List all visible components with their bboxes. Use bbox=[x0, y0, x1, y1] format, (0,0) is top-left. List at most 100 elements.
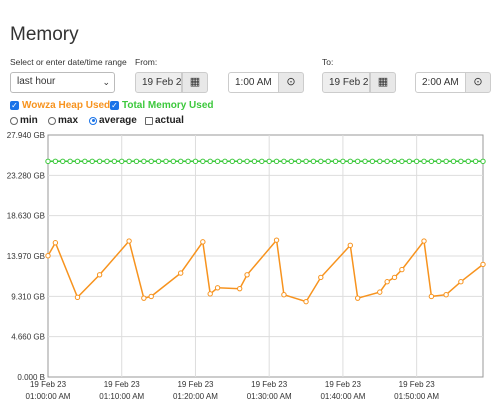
x-tick-label: 01:30:00 AM bbox=[247, 392, 292, 401]
checkbox-unchecked-icon[interactable] bbox=[145, 116, 153, 125]
stat-option-actual[interactable]: actual bbox=[145, 115, 184, 126]
stat-option-average-label: average bbox=[99, 115, 137, 126]
to-label: To: bbox=[322, 57, 334, 67]
data-point-total-memory-used bbox=[303, 158, 309, 165]
data-point-wowza-heap-used bbox=[214, 285, 221, 291]
radio-icon[interactable] bbox=[48, 116, 56, 125]
x-tick-label: 01:00:00 AM bbox=[26, 392, 71, 401]
data-point-wowza-heap-used bbox=[303, 298, 309, 305]
data-point-total-memory-used bbox=[310, 158, 317, 165]
data-point-wowza-heap-used bbox=[281, 292, 287, 298]
x-tick-label: 19 Feb 23 bbox=[104, 380, 141, 389]
data-point-total-memory-used bbox=[318, 158, 324, 165]
data-point-wowza-heap-used bbox=[318, 274, 324, 281]
radio-selected-icon[interactable] bbox=[89, 116, 97, 125]
data-point-total-memory-used bbox=[148, 158, 154, 165]
stat-option-average[interactable]: average bbox=[89, 115, 137, 126]
x-tick-label: 19 Feb 23 bbox=[251, 380, 288, 389]
data-point-total-memory-used bbox=[458, 158, 464, 165]
data-point-total-memory-used bbox=[354, 158, 361, 165]
checkbox-checked-icon[interactable]: ✓ bbox=[10, 101, 19, 110]
clock-icon: ⊙ bbox=[473, 76, 483, 88]
data-point-wowza-heap-used bbox=[428, 293, 435, 300]
from-calendar-button[interactable]: ▦ bbox=[182, 72, 208, 93]
data-point-total-memory-used bbox=[362, 158, 368, 165]
data-point-total-memory-used bbox=[155, 158, 162, 165]
data-point-total-memory-used bbox=[436, 158, 442, 165]
data-point-total-memory-used bbox=[185, 158, 191, 165]
data-point-total-memory-used bbox=[480, 158, 486, 165]
y-tick-label: 4.660 GB bbox=[11, 333, 45, 342]
data-point-total-memory-used bbox=[96, 158, 103, 165]
data-point-total-memory-used bbox=[178, 158, 184, 165]
to-clock-button[interactable]: ⊙ bbox=[465, 72, 491, 93]
data-point-wowza-heap-used bbox=[421, 238, 427, 244]
toggle-total-memory-label: Total Memory Used bbox=[122, 100, 214, 111]
y-tick-label: 18.630 GB bbox=[7, 212, 45, 221]
data-point-total-memory-used bbox=[288, 158, 295, 165]
data-point-total-memory-used bbox=[413, 158, 420, 165]
x-tick-label: 19 Feb 23 bbox=[325, 380, 362, 389]
toggle-total-memory[interactable]: ✓ Total Memory Used bbox=[110, 100, 214, 111]
calendar-icon: ▦ bbox=[189, 76, 201, 88]
from-date-input[interactable]: 19 Feb 2 bbox=[135, 72, 182, 93]
data-point-total-memory-used bbox=[281, 158, 287, 165]
data-point-total-memory-used bbox=[236, 158, 243, 165]
data-point-total-memory-used bbox=[266, 158, 272, 165]
data-point-total-memory-used bbox=[126, 158, 132, 165]
data-point-wowza-heap-used bbox=[45, 253, 51, 259]
clock-icon: ⊙ bbox=[286, 76, 296, 88]
stat-option-actual-label: actual bbox=[155, 115, 184, 126]
range-select[interactable]: last hour ⌄ bbox=[10, 72, 115, 93]
toggle-wowza-heap[interactable]: ✓ Wowza Heap Used bbox=[10, 100, 110, 111]
data-point-wowza-heap-used bbox=[178, 270, 184, 276]
x-tick-label: 01:20:00 AM bbox=[173, 392, 218, 401]
x-tick-label: 19 Feb 23 bbox=[399, 380, 436, 389]
stat-option-max[interactable]: max bbox=[48, 115, 78, 126]
data-point-total-memory-used bbox=[45, 158, 51, 165]
data-point-total-memory-used bbox=[82, 158, 88, 165]
x-tick-label: 01:40:00 AM bbox=[320, 392, 365, 401]
y-tick-label: 23.280 GB bbox=[7, 171, 45, 180]
y-tick-label: 13.970 GB bbox=[7, 252, 45, 261]
checkbox-checked-icon[interactable]: ✓ bbox=[110, 101, 119, 110]
data-point-wowza-heap-used bbox=[148, 293, 154, 300]
radio-icon[interactable] bbox=[10, 116, 18, 125]
toggle-wowza-heap-label: Wowza Heap Used bbox=[22, 100, 111, 111]
data-point-total-memory-used bbox=[325, 158, 331, 165]
data-point-wowza-heap-used bbox=[141, 295, 147, 301]
data-point-wowza-heap-used bbox=[207, 291, 213, 297]
y-tick-label: 0.000 B bbox=[17, 373, 45, 382]
data-point-total-memory-used bbox=[391, 158, 398, 165]
x-tick-label: 19 Feb 23 bbox=[30, 380, 67, 389]
data-point-total-memory-used bbox=[67, 158, 73, 165]
data-point-wowza-heap-used bbox=[244, 272, 250, 278]
stat-option-min[interactable]: min bbox=[10, 115, 38, 126]
from-clock-button[interactable]: ⊙ bbox=[278, 72, 304, 93]
data-point-wowza-heap-used bbox=[391, 274, 398, 281]
data-point-total-memory-used bbox=[89, 158, 95, 165]
data-point-total-memory-used bbox=[428, 158, 435, 165]
data-point-total-memory-used bbox=[347, 158, 353, 165]
data-point-total-memory-used bbox=[295, 158, 302, 165]
stat-option-max-label: max bbox=[58, 115, 79, 126]
data-point-total-memory-used bbox=[104, 158, 110, 165]
series-line-wowza-heap-used bbox=[47, 238, 484, 303]
data-point-total-memory-used bbox=[443, 158, 449, 165]
data-point-total-memory-used bbox=[229, 158, 236, 165]
data-point-wowza-heap-used bbox=[480, 261, 486, 268]
range-label: Select or enter date/time range bbox=[10, 57, 127, 67]
y-tick-label: 9.310 GB bbox=[11, 292, 45, 301]
data-point-wowza-heap-used bbox=[52, 240, 59, 246]
data-point-total-memory-used bbox=[111, 158, 118, 165]
to-calendar-button[interactable]: ▦ bbox=[370, 72, 396, 93]
data-point-wowza-heap-used bbox=[74, 294, 81, 301]
to-date-input[interactable]: 19 Feb 2 bbox=[322, 72, 370, 93]
from-label: From: bbox=[135, 57, 158, 67]
data-point-total-memory-used bbox=[472, 158, 479, 165]
chevron-down-icon: ⌄ bbox=[102, 77, 110, 87]
data-point-total-memory-used bbox=[60, 158, 66, 165]
data-point-total-memory-used bbox=[192, 158, 199, 165]
calendar-icon: ▦ bbox=[377, 76, 389, 88]
data-point-wowza-heap-used bbox=[273, 237, 280, 243]
